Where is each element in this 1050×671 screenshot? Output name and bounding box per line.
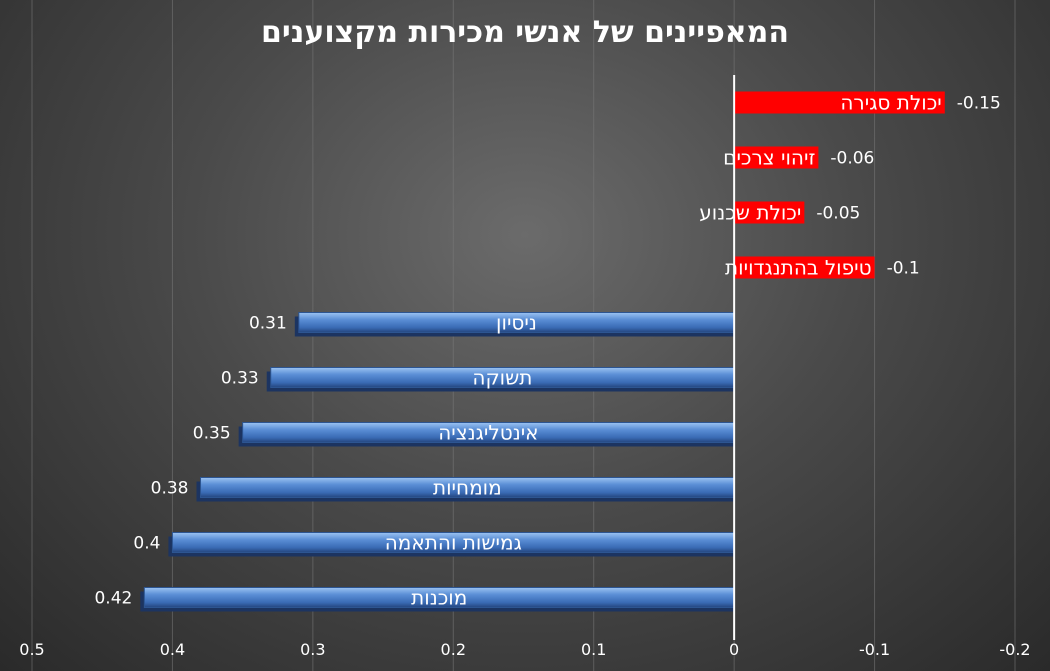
bar-value-label: -0.15	[957, 94, 1001, 114]
bar-value-label: 0.4	[133, 534, 160, 554]
chart-title: המאפיינים של אנשי מכירות מקצוענים	[261, 15, 789, 50]
bar-value-label: 0.42	[94, 589, 132, 609]
x-tick-label: -0.2	[999, 640, 1030, 659]
bar-category-label: גמישות והתאמה	[385, 531, 522, 555]
bar	[734, 91, 945, 114]
bar-value-label: 0.31	[249, 314, 287, 334]
bar-category-label: טיפול בהתנגדויות	[725, 256, 872, 280]
bar-category-label: תשוקה	[472, 366, 532, 390]
x-axis-ticks: 0.5 0.4 0.3 0.2 0.1 0 -0.1 -0.2	[19, 640, 1030, 659]
bar-category-label: מוכנות	[411, 586, 467, 610]
bar-category-label: ניסיון	[496, 311, 537, 335]
bar-value-label: 0.35	[193, 424, 231, 444]
x-tick-label: -0.1	[859, 640, 890, 659]
bar-category-label: זיהוי צרכים	[723, 146, 815, 170]
x-tick-label: 0.5	[19, 640, 44, 659]
bar-value-label: 0.38	[151, 479, 189, 499]
x-tick-label: 0.1	[581, 640, 606, 659]
bar-value-label: -0.06	[830, 149, 874, 169]
bar-value-label: -0.05	[816, 204, 860, 224]
bar-value-label: 0.33	[221, 369, 259, 389]
bar-category-label: יכולת שכנוע	[699, 201, 801, 225]
x-tick-label: 0.3	[300, 640, 325, 659]
bar	[734, 146, 819, 169]
x-tick-label: 0.2	[441, 640, 466, 659]
bar	[734, 201, 805, 224]
bar-category-label: אינטליגנציה	[438, 421, 538, 445]
bar	[734, 256, 875, 279]
bar-value-label: -0.1	[887, 259, 920, 279]
bars: יכולת סגירה -0.15 זיהוי צרכים -0.06 יכולת שכ…	[94, 91, 1001, 612]
bar-category-label: יכולת סגירה	[840, 91, 941, 115]
bar-category-label: מומחיות	[433, 476, 502, 500]
x-tick-label: 0.4	[160, 640, 185, 659]
x-tick-label: 0	[729, 640, 739, 659]
